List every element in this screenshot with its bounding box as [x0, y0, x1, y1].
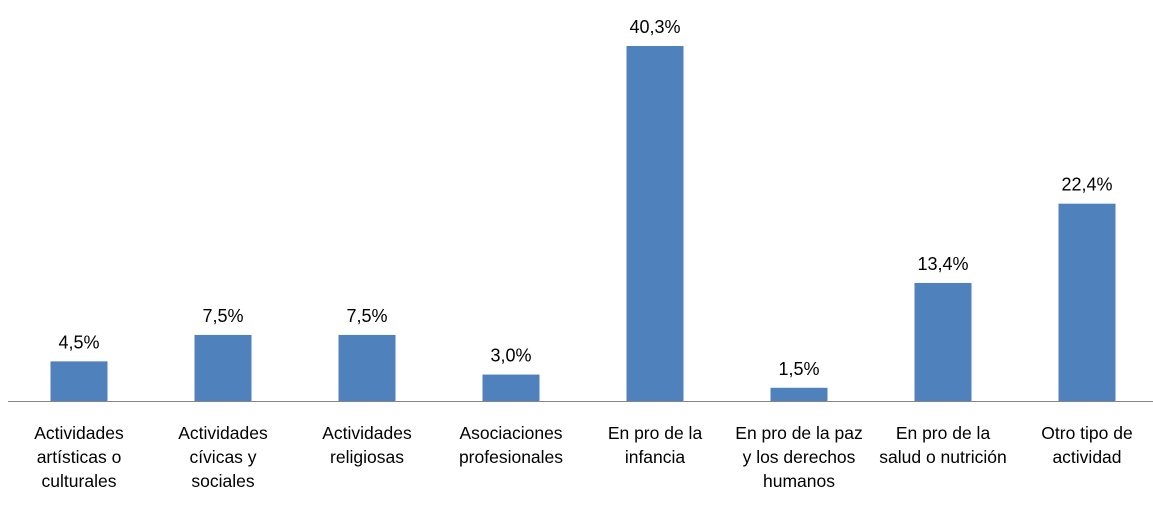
- x-tick-label: En pro de la paz y los derechos humanos: [735, 423, 863, 491]
- bar: [1058, 203, 1116, 401]
- value-label: 1,5%: [778, 359, 819, 379]
- bar: [914, 282, 972, 401]
- bar: [194, 334, 252, 401]
- value-label: 7,5%: [202, 306, 243, 326]
- bar: [338, 334, 396, 401]
- x-tick-label: Asociaciones profesionales: [458, 423, 564, 467]
- x-tick-label: En pro de la salud o nutrición: [879, 423, 1007, 467]
- value-label: 3,0%: [490, 346, 531, 366]
- bar: [50, 361, 108, 401]
- x-tick-label: Actividades artísticas o culturales: [34, 423, 124, 491]
- x-tick-label: En pro de la infancia: [607, 423, 703, 467]
- x-tick-label: Actividades religiosas: [322, 423, 412, 467]
- value-label: 4,5%: [58, 332, 99, 352]
- value-label: 13,4%: [917, 254, 968, 274]
- x-tick-label: Actividades cívicas y sociales: [178, 423, 268, 491]
- bar: [482, 374, 540, 401]
- x-tick-label: Otro tipo de actividad: [1041, 423, 1133, 467]
- value-label: 7,5%: [346, 306, 387, 326]
- bar: [626, 46, 684, 401]
- value-label: 22,4%: [1061, 175, 1112, 195]
- bar: [770, 387, 828, 401]
- value-label: 40,3%: [629, 17, 680, 37]
